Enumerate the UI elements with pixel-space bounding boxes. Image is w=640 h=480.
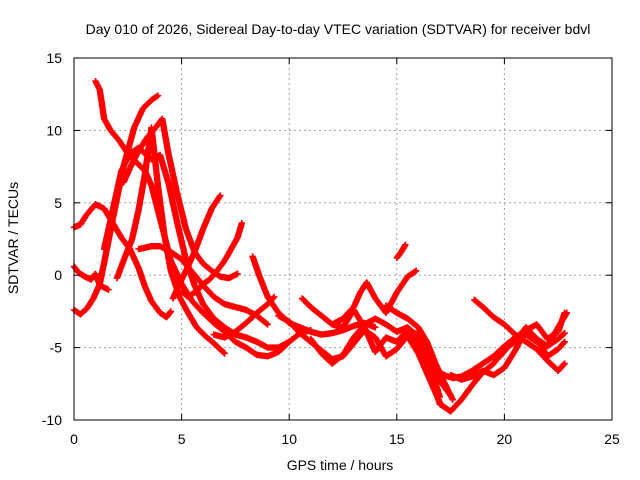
grid xyxy=(74,58,612,420)
series-arc-21 xyxy=(471,296,568,374)
series-arc-10 xyxy=(178,219,246,301)
y-tick-label: -5 xyxy=(50,340,63,356)
y-axis-title: SDTVAR / TECUs xyxy=(5,182,21,294)
series-markers xyxy=(169,192,224,302)
y-tick-label: 0 xyxy=(54,267,62,283)
series-arc-17 xyxy=(393,241,409,261)
series-markers xyxy=(496,309,571,360)
x-tick-label: 5 xyxy=(178,431,186,447)
chart-title: Day 010 of 2026, Sidereal Day-to-day VTE… xyxy=(86,21,591,37)
series-arc-23 xyxy=(496,309,571,360)
y-tick-label: 5 xyxy=(54,195,62,211)
x-tick-label: 0 xyxy=(70,431,78,447)
series-arc-6 xyxy=(113,124,228,357)
y-tick-label: -10 xyxy=(42,412,62,428)
x-tick-label: 20 xyxy=(497,431,513,447)
series-arc-5 xyxy=(100,144,314,351)
data-marks xyxy=(70,78,571,415)
x-tick-label: 10 xyxy=(281,431,297,447)
x-tick-label: 25 xyxy=(604,431,620,447)
x-tick-label: 15 xyxy=(389,431,405,447)
x-axis-title: GPS time / hours xyxy=(287,457,394,473)
series-markers xyxy=(393,241,409,261)
series-markers xyxy=(100,144,314,351)
series-markers xyxy=(471,296,568,374)
y-tick-label: 15 xyxy=(46,50,62,66)
series-markers xyxy=(113,124,228,357)
plot-frame xyxy=(73,57,613,421)
series-markers xyxy=(178,219,246,301)
axis-ticks: 0 5 10 15 20 25 -10 -5 0 5 10 15 xyxy=(42,50,620,447)
y-tick-label: 10 xyxy=(46,122,62,138)
series-arc-9 xyxy=(169,192,224,302)
